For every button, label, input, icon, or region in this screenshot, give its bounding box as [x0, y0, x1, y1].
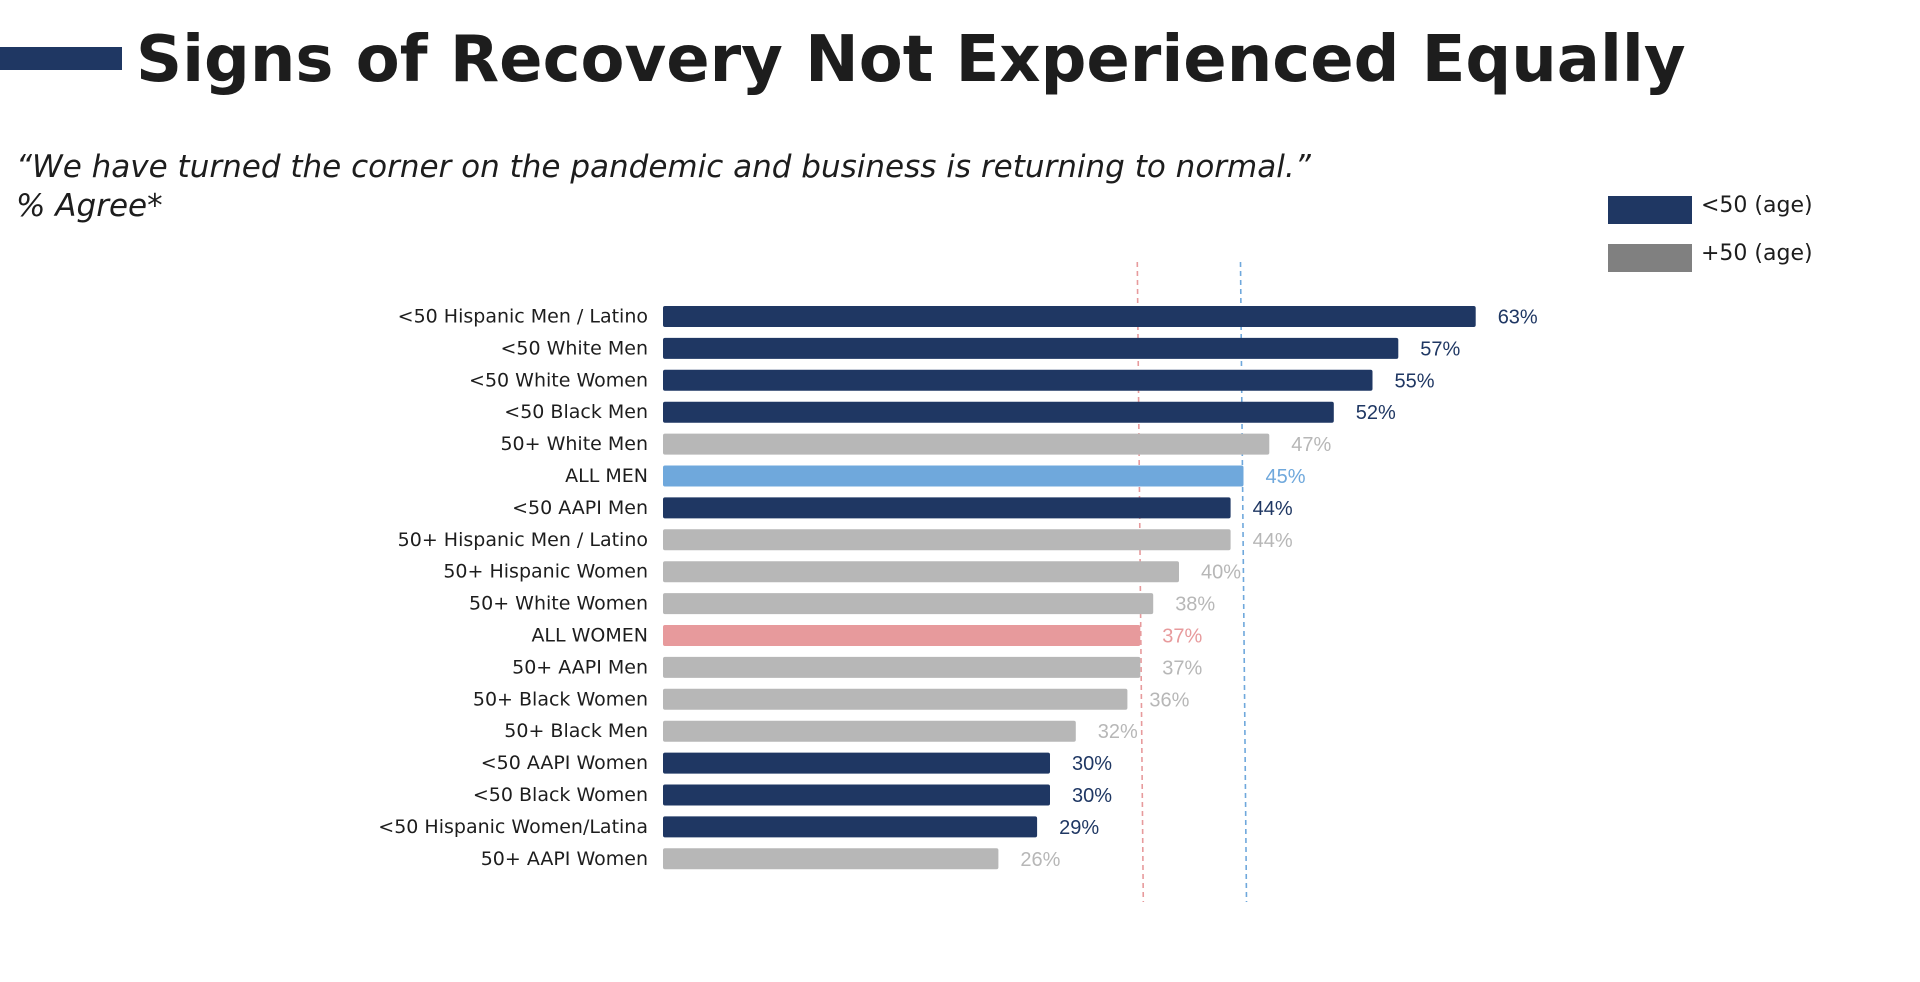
category-label: 50+ AAPI Women [481, 848, 648, 870]
value-label: 44% [1253, 498, 1293, 520]
value-label: 37% [1162, 657, 1202, 679]
survey-question: “We have turned the corner on the pandem… [16, 148, 1311, 226]
bar [663, 816, 1038, 838]
category-label: ALL MEN [565, 465, 648, 487]
bar [663, 306, 1476, 327]
value-label: 29% [1059, 817, 1099, 839]
value-label: 30% [1072, 753, 1112, 775]
reference-line-2 [1239, 261, 1248, 903]
value-label: 47% [1291, 434, 1331, 456]
category-label: 50+ Black Women [473, 688, 648, 710]
category-label: 50+ Black Men [504, 720, 648, 742]
value-label: 26% [1020, 849, 1060, 871]
title-accent-bar [0, 47, 122, 70]
category-label: <50 AAPI Women [481, 752, 648, 774]
bar [663, 752, 1050, 774]
value-label: 52% [1356, 402, 1396, 424]
category-label: 50+ AAPI Men [512, 656, 648, 678]
category-label: 50+ Hispanic Men / Latino [398, 529, 648, 551]
legend-label-over-50: +50 (age) [1701, 241, 1813, 266]
value-label: 40% [1201, 562, 1241, 584]
category-label: <50 Hispanic Women/Latina [378, 816, 648, 838]
page-title: Signs of Recovery Not Experienced Equall… [136, 23, 1686, 97]
legend-swatch-under-50 [1608, 196, 1692, 224]
bar [663, 656, 1141, 678]
reference-line-1 [1136, 261, 1145, 903]
bar [663, 529, 1231, 551]
bar [663, 465, 1244, 487]
legend-label-under-50: <50 (age) [1701, 193, 1813, 218]
value-label: 30% [1072, 785, 1112, 807]
bar [663, 401, 1334, 423]
bar [663, 625, 1141, 646]
bar [663, 369, 1373, 391]
bar [663, 561, 1179, 583]
category-label: 50+ White Women [469, 593, 648, 615]
bar [663, 720, 1076, 742]
category-label: 50+ White Men [500, 433, 648, 455]
category-label: <50 Hispanic Men / Latino [398, 306, 648, 328]
value-label: 37% [1162, 626, 1202, 648]
category-label: <50 Black Women [473, 784, 648, 806]
category-label: <50 White Men [500, 337, 648, 359]
measure-label: % Agree* [16, 188, 163, 224]
value-label: 32% [1098, 721, 1138, 743]
bar [663, 337, 1399, 359]
value-label: 38% [1175, 594, 1215, 616]
value-label: 45% [1266, 466, 1306, 488]
category-label: <50 Black Men [504, 401, 648, 423]
value-label: 63% [1498, 307, 1538, 329]
category-label: ALL WOMEN [531, 625, 648, 647]
survey-statement: “We have turned the corner on the pandem… [16, 149, 1311, 185]
value-label: 44% [1253, 530, 1293, 552]
value-label: 57% [1420, 338, 1460, 360]
bar [663, 688, 1128, 710]
value-label: 55% [1395, 370, 1435, 392]
category-label: 50+ Hispanic Women [443, 561, 648, 583]
legend-swatch-over-50 [1608, 244, 1692, 272]
bar [663, 497, 1231, 519]
value-label: 36% [1149, 689, 1189, 711]
category-label: <50 AAPI Men [512, 497, 648, 519]
bar [663, 433, 1270, 455]
bar [663, 848, 999, 870]
category-label: <50 White Women [469, 369, 648, 391]
bar [663, 593, 1154, 615]
bar [663, 784, 1050, 806]
